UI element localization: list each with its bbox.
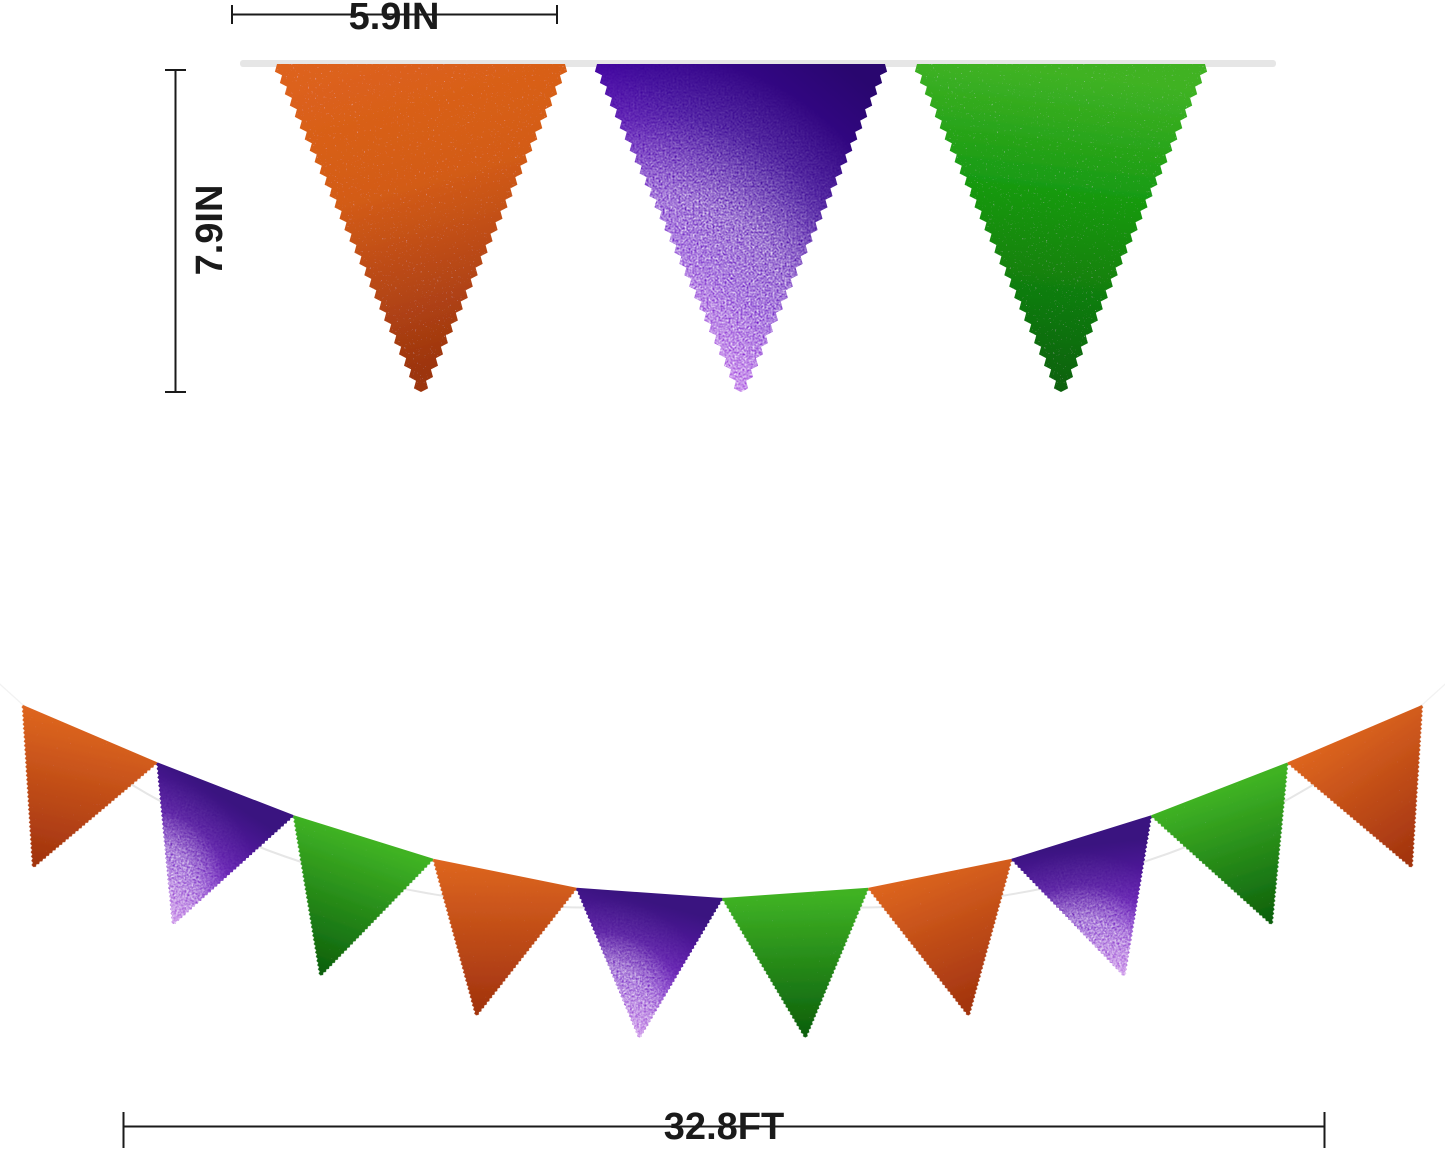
svg-text:5.9IN: 5.9IN: [349, 0, 440, 38]
svg-text:32.8FT: 32.8FT: [664, 1106, 784, 1148]
svg-text:7.9IN: 7.9IN: [189, 185, 231, 276]
